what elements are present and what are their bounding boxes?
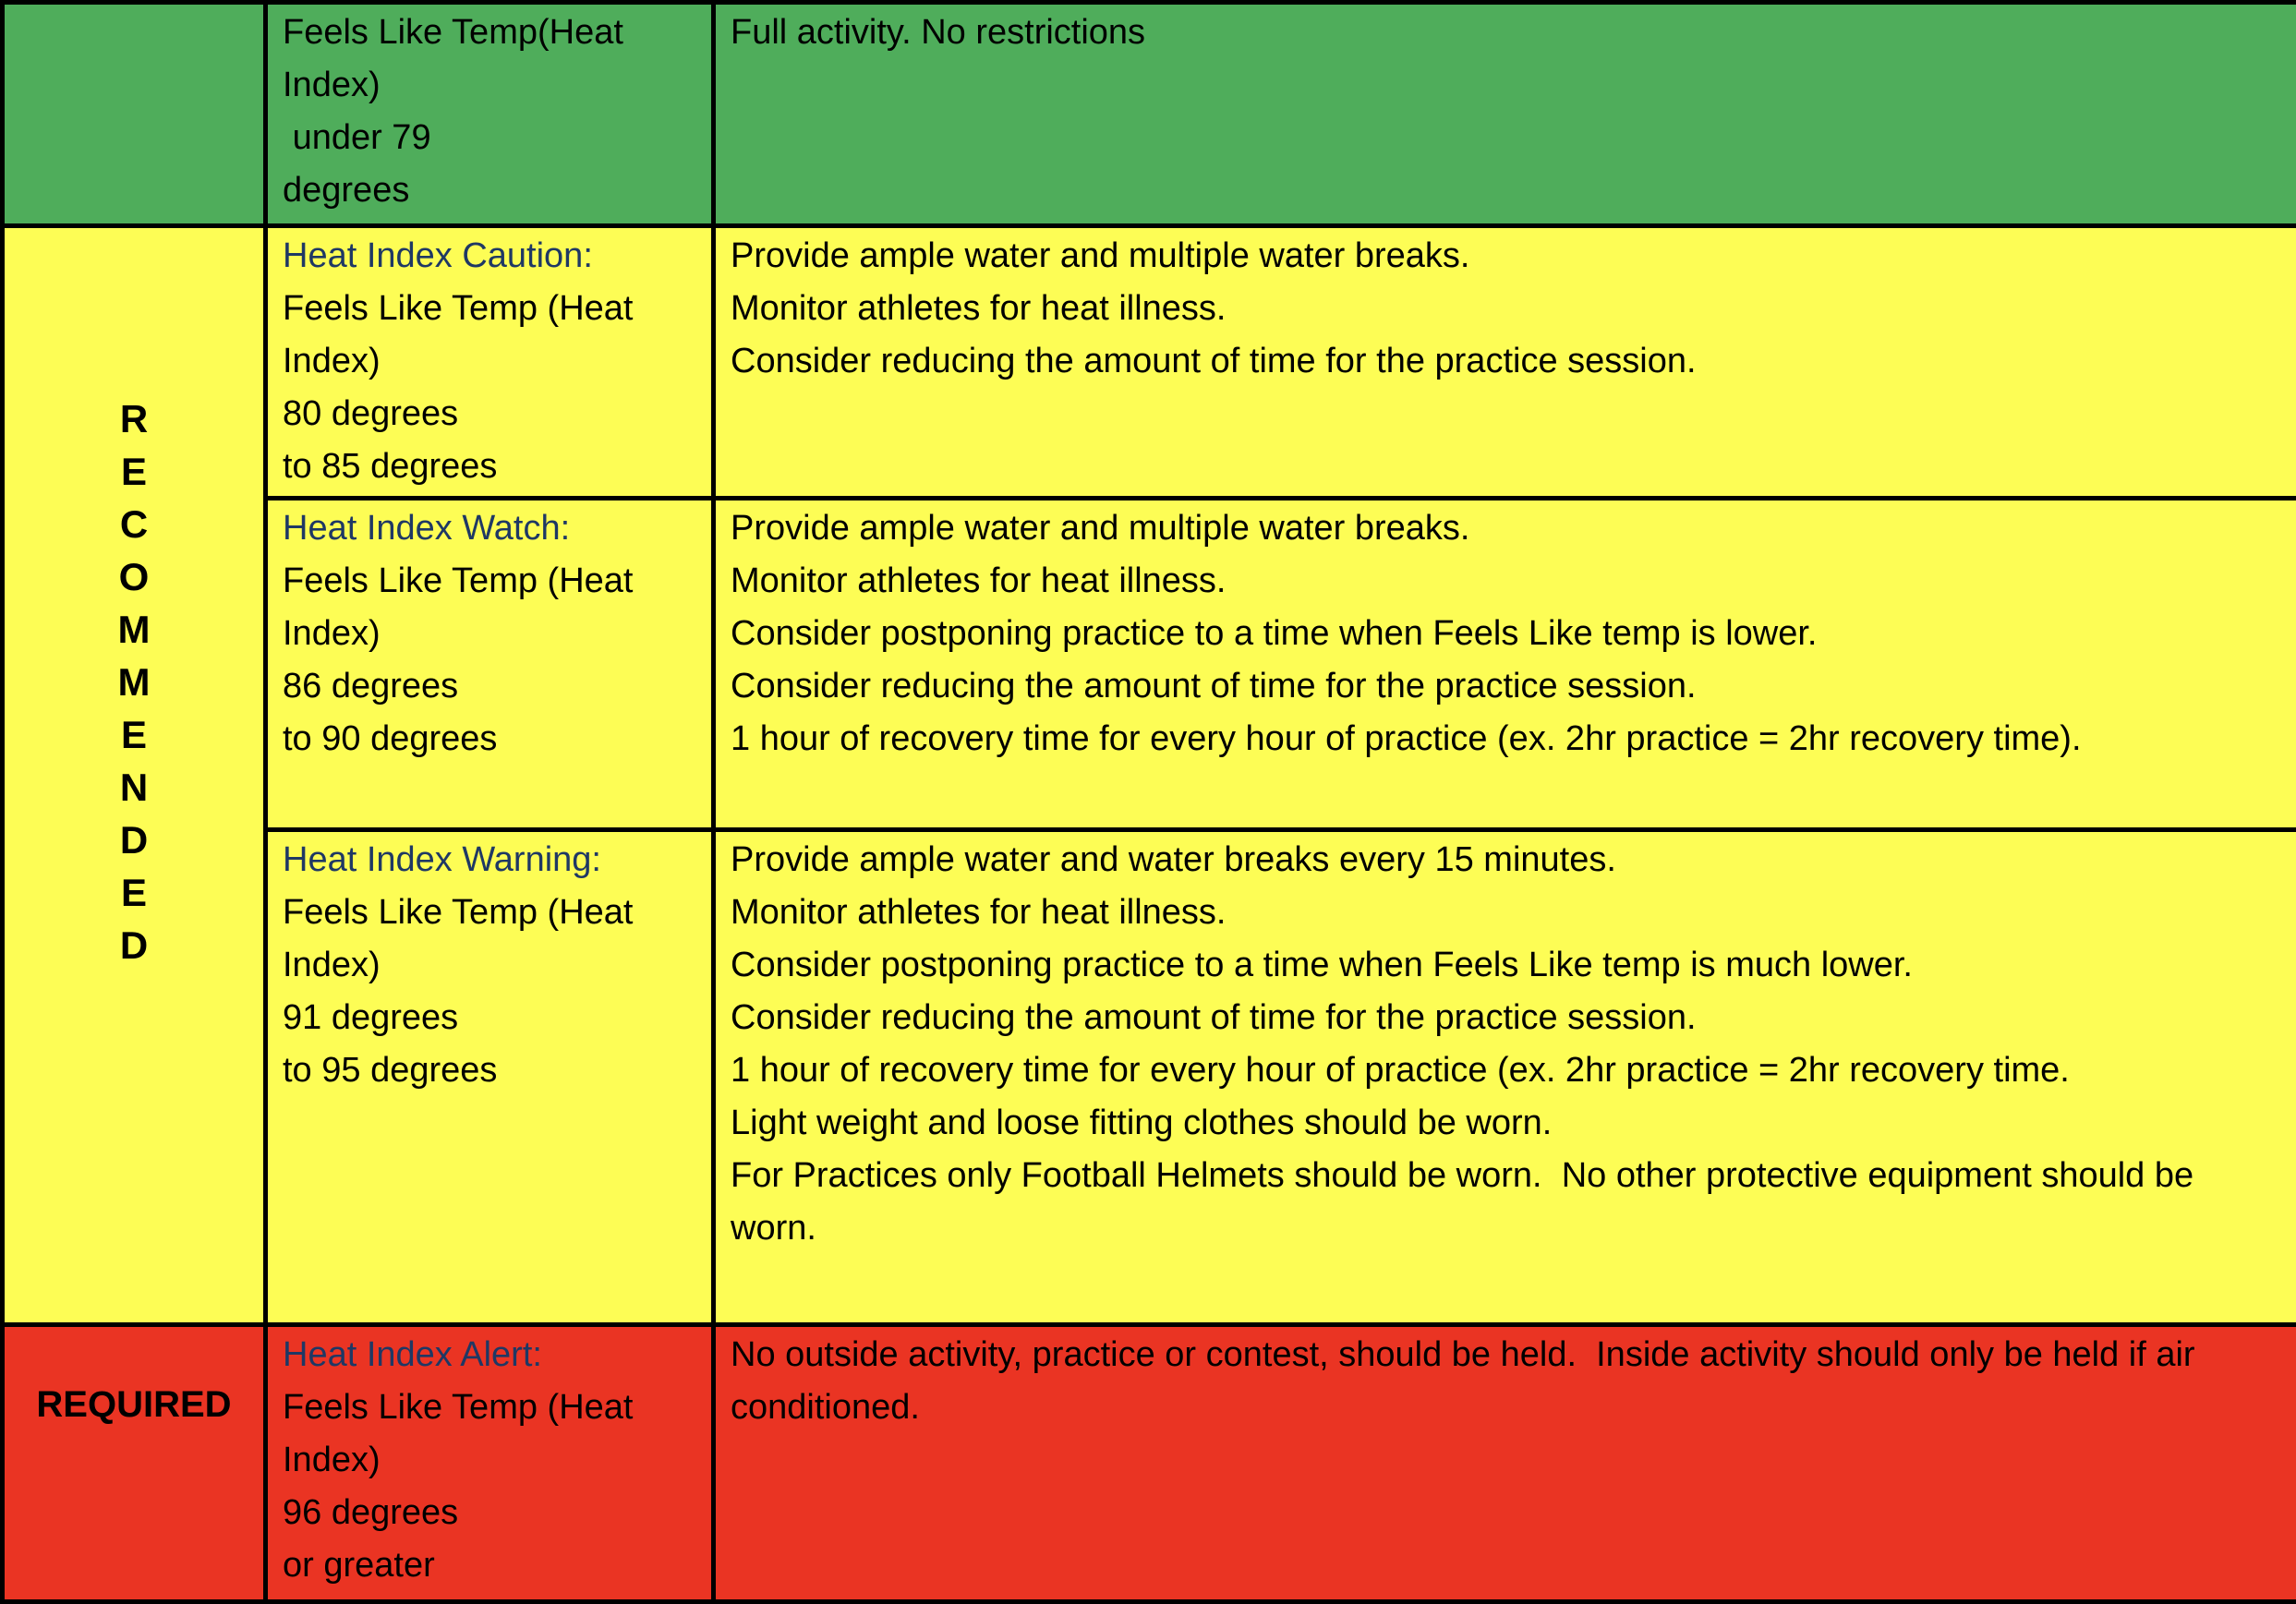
text-line: Consider reducing the amount of time for…	[731, 660, 2284, 713]
actions-cell-alert: No outside activity, practice or contest…	[714, 1325, 2296, 1602]
vertical-letter: R	[19, 392, 248, 445]
actions-cell-full-activity: Full activity. No restrictions	[714, 3, 2296, 226]
vertical-letter: D	[19, 919, 248, 971]
text-line: 1 hour of recovery time for every hour o…	[731, 713, 2284, 766]
text-line: 96 degrees	[283, 1487, 696, 1539]
text-line: 86 degrees	[283, 660, 696, 713]
condition-title: Heat Index Watch:	[283, 502, 696, 555]
vertical-letter: E	[19, 866, 248, 919]
text-line: Light weight and loose fitting clothes s…	[731, 1097, 2284, 1150]
condition-title: Heat Index Warning:	[283, 834, 696, 886]
text-line: Full activity. No restrictions	[731, 6, 2284, 59]
zone-cell-empty	[3, 3, 266, 226]
row-warning: Heat Index Warning: Feels Like Temp (Hea…	[3, 830, 2296, 1325]
text-line: degrees	[283, 164, 696, 217]
action-lines: No outside activity, practice or contest…	[731, 1329, 2284, 1434]
condition-cell-warning: Heat Index Warning: Feels Like Temp (Hea…	[266, 830, 714, 1325]
text-line: No outside activity, practice or contest…	[731, 1329, 2284, 1434]
text-line: Consider reducing the amount of time for…	[731, 992, 2284, 1044]
text-line: For Practices only Football Helmets shou…	[731, 1150, 2284, 1255]
condition-title: Heat Index Alert:	[283, 1329, 696, 1381]
text-line: 1 hour of recovery time for every hour o…	[731, 1044, 2284, 1097]
text-line: Feels Like Temp (Heat Index)	[283, 886, 696, 992]
vertical-letter: D	[19, 814, 248, 866]
row-alert: REQUIRED Heat Index Alert: Feels Like Te…	[3, 1325, 2296, 1602]
text-line: Consider reducing the amount of time for…	[731, 335, 2284, 388]
actions-cell-caution: Provide ample water and multiple water b…	[714, 226, 2296, 499]
action-lines: Provide ample water and multiple water b…	[731, 230, 2284, 388]
text-line: or greater	[283, 1539, 696, 1592]
text-line: Feels Like Temp(Heat Index)	[283, 6, 696, 112]
condition-cell-watch: Heat Index Watch: Feels Like Temp (Heat …	[266, 499, 714, 830]
action-lines: Provide ample water and multiple water b…	[731, 502, 2284, 766]
text-line: to 85 degrees	[283, 440, 696, 493]
text-line: Consider postponing practice to a time w…	[731, 939, 2284, 992]
text-line: Monitor athletes for heat illness.	[731, 555, 2284, 608]
text-line: Provide ample water and water breaks eve…	[731, 834, 2284, 886]
vertical-letter: C	[19, 498, 248, 550]
text-line: 91 degrees	[283, 992, 696, 1044]
action-lines: Full activity. No restrictions	[731, 6, 2284, 59]
vertical-letter: E	[19, 445, 248, 498]
vertical-letter: M	[19, 656, 248, 708]
zone-cell-required: REQUIRED	[3, 1325, 266, 1602]
required-label: REQUIRED	[19, 1379, 248, 1431]
text-line: Feels Like Temp (Heat Index)	[283, 283, 696, 388]
condition-cell-alert: Heat Index Alert: Feels Like Temp (Heat …	[266, 1325, 714, 1602]
text-line: 80 degrees	[283, 388, 696, 440]
row-watch: Heat Index Watch: Feels Like Temp (Heat …	[3, 499, 2296, 830]
text-line: Monitor athletes for heat illness.	[731, 886, 2284, 939]
text-line: Consider postponing practice to a time w…	[731, 608, 2284, 660]
text-line: Provide ample water and multiple water b…	[731, 502, 2284, 555]
actions-cell-watch: Provide ample water and multiple water b…	[714, 499, 2296, 830]
text-line: Monitor athletes for heat illness.	[731, 283, 2284, 335]
text-line: Provide ample water and multiple water b…	[731, 230, 2284, 283]
condition-cell-caution: Heat Index Caution: Feels Like Temp (Hea…	[266, 226, 714, 499]
vertical-letter: E	[19, 708, 248, 761]
actions-cell-warning: Provide ample water and water breaks eve…	[714, 830, 2296, 1325]
text-line: under 79	[283, 112, 696, 164]
vertical-letter: M	[19, 603, 248, 656]
vertical-letter: N	[19, 761, 248, 814]
text-line: Feels Like Temp (Heat Index)	[283, 555, 696, 660]
vertical-letter: O	[19, 550, 248, 603]
text-line: Feels Like Temp (Heat Index)	[283, 1381, 696, 1487]
condition-title: Heat Index Caution:	[283, 230, 696, 283]
action-lines: Provide ample water and water breaks eve…	[731, 834, 2284, 1255]
text-line: to 95 degrees	[283, 1044, 696, 1097]
text-line: to 90 degrees	[283, 713, 696, 766]
